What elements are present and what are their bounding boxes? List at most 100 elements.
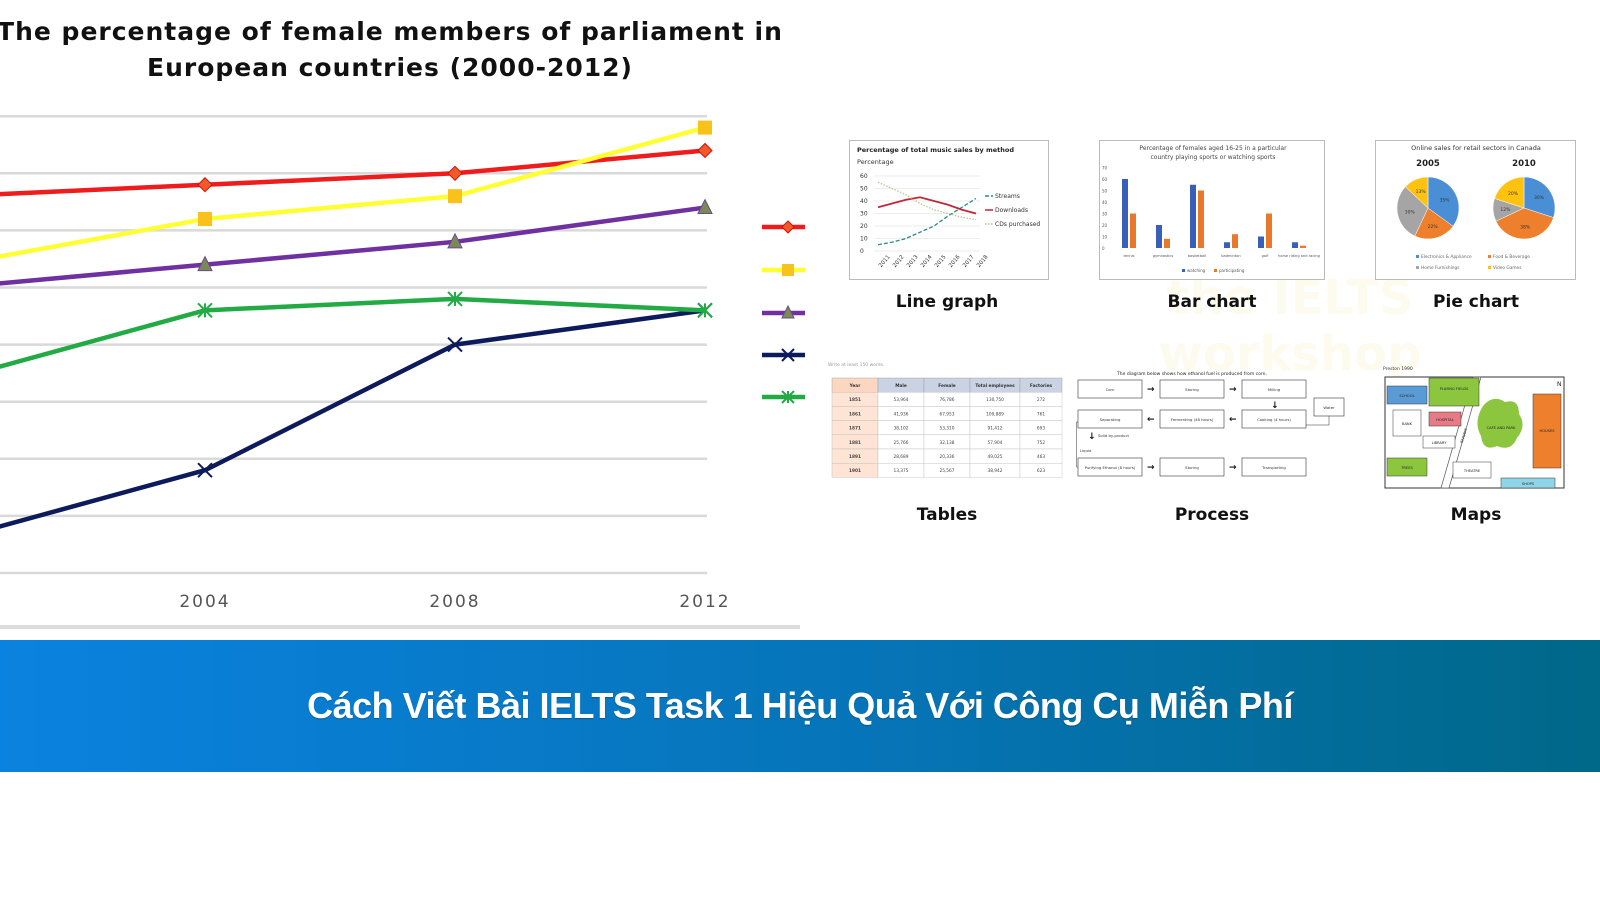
table-cell-text: 752 [1037, 440, 1045, 446]
table-header-label: Factories [1030, 383, 1053, 389]
bar-chart-thumbnail[interactable]: Percentage of females aged 16-25 in a pa… [1099, 140, 1325, 280]
process-step-label: Water [1323, 405, 1335, 410]
main-line-chart: 2004 2008 2012 [0, 114, 805, 629]
map-place-label: LIBRARY [1432, 441, 1448, 445]
watermark-line2: workshop [1158, 326, 1422, 382]
map-place-label: HOUSES [1540, 429, 1556, 433]
line-graph-caption: Line graph [895, 292, 999, 312]
pie-slice [1494, 176, 1525, 209]
table-instruction: Write at least 150 words. [828, 362, 884, 368]
map-title: Preston 1990 [1383, 366, 1413, 372]
pie-slice-label: 30% [1534, 195, 1545, 201]
table-cell-text: 109,889 [986, 411, 1004, 417]
thumb-bar [1156, 225, 1162, 248]
pie-year-label: 2010 [1512, 159, 1536, 169]
thumb-xtick: 2015 [934, 254, 948, 269]
thumb-legend-swatch [1182, 269, 1185, 272]
square-marker [698, 120, 712, 135]
maps-thumbnail[interactable]: Preston 1990 SCHOOL PLAYING FIELDS HOSPITAL… [1383, 366, 1573, 500]
process-arrow-icon: ← [1147, 415, 1155, 425]
title-banner: Cách Viết Bài IELTS Task 1 Hiệu Quả Với … [0, 640, 1600, 772]
map-place-label: HOSPITAL [1436, 418, 1453, 422]
map-place-label: TREES [1400, 466, 1413, 470]
diamond-marker [781, 220, 795, 234]
thumb-title: Percentage of females aged 16-25 in a pa… [1139, 145, 1287, 152]
process-arrow-icon: → [1229, 463, 1237, 473]
table-cell-text: 49,025 [987, 454, 1002, 460]
table-cell-text: 1861 [849, 411, 861, 417]
x-tick-label: 2004 [179, 592, 230, 612]
title-line-2: European countries (2000-2012) [147, 53, 633, 82]
bar-chart-caption: Bar chart [1167, 292, 1257, 312]
table-cell-text: 25,567 [939, 468, 954, 474]
process-thumbnail[interactable]: The diagram below shows how ethanol fuel… [1076, 370, 1348, 490]
thumb-xtick: 2014 [920, 254, 934, 269]
table-cell-text: 53,310 [939, 426, 954, 432]
pie-slice-label: 38% [1520, 225, 1531, 231]
thumb-ytick: 50 [1102, 189, 1108, 194]
map-block [1428, 411, 1462, 427]
process-step-label: Corn [1106, 387, 1115, 392]
table-cell-text: 272 [1037, 397, 1045, 403]
table-header-label: Year [849, 383, 862, 389]
thumb-category: horse riding and racing [1278, 254, 1320, 258]
table-cell-text: 67,953 [939, 411, 954, 417]
thumb-legend-label: CDs purchased [995, 221, 1040, 228]
x-marker [197, 462, 213, 478]
thumb-series-line [877, 197, 977, 246]
thumb-ytick: 30 [1102, 212, 1108, 217]
process-step-label: Cooking (4 hours) [1257, 417, 1291, 422]
line-graph-thumbnail[interactable]: Percentage of total music sales by metho… [849, 140, 1049, 280]
map-place-label: RAILWAY [1460, 427, 1469, 444]
process-step-label: Separating [1100, 417, 1121, 422]
series-line-5 [0, 296, 706, 369]
table-cell-text: 693 [1037, 426, 1045, 432]
table-cell-text: 1851 [849, 397, 861, 403]
thumb-category: golf [1262, 254, 1269, 258]
process-step-label: Fermenting (48 hours) [1171, 417, 1214, 422]
thumb-bar [1190, 184, 1196, 248]
pie-chart-thumbnail[interactable]: Online sales for retail sectors in Canad… [1375, 140, 1576, 280]
thumb-title: Percentage of total music sales by metho… [857, 146, 1014, 154]
thumb-bar [1258, 236, 1264, 248]
process-step-box [1241, 409, 1307, 429]
square-marker [448, 189, 462, 204]
legend-item-3 [762, 304, 805, 319]
process-step-label: Storing [1185, 465, 1199, 470]
table-cell-text: 130,750 [986, 397, 1004, 403]
map-place-label: BANK [1402, 422, 1413, 426]
thumb-ytick: 60 [1102, 177, 1108, 182]
thumb-bar [1164, 238, 1170, 248]
pie-year-label: 2005 [1416, 159, 1440, 169]
table-cell [1019, 462, 1063, 478]
map-place-label: SCHOOL [1399, 394, 1414, 398]
thumb-legend-swatch [1214, 269, 1217, 272]
thumb-bar [1224, 242, 1230, 248]
thumb-xtick: 2016 [948, 254, 962, 269]
pie-slice-label: 22% [1428, 224, 1439, 230]
thumb-legend-label: Downloads [995, 207, 1028, 214]
diamond-marker [197, 177, 213, 193]
map-place-label: PLAYING FIELDS [1440, 387, 1469, 391]
pie-chart-caption: Pie chart [1433, 292, 1519, 312]
process-caption: Process [1174, 505, 1250, 525]
maps-caption: Maps [1450, 505, 1502, 525]
process-liquid-label: Liquid [1080, 448, 1092, 453]
map-block [1422, 435, 1456, 449]
table-cell-text: 38,942 [987, 468, 1002, 474]
process-arrow-icon: → [1147, 463, 1155, 473]
triangle-marker [197, 255, 213, 272]
process-step-box [1159, 457, 1225, 477]
map-place-label: SHOPS [1522, 482, 1535, 486]
thumb-ytick: 30 [860, 211, 868, 218]
table-cell-text: 25,766 [893, 440, 908, 446]
map-place-label: THEATRE [1463, 469, 1481, 473]
tables-thumbnail[interactable]: Write at least 150 words. Year Male Female T… [828, 362, 1068, 492]
pie-legend-swatch [1416, 255, 1419, 258]
table-cell-text: 1881 [849, 440, 861, 446]
legend-item-2 [762, 264, 805, 276]
process-connector [1076, 416, 1330, 468]
title-line-1: The percentage of female members of parl… [0, 17, 783, 46]
process-arrow-icon: ↓ [1088, 432, 1096, 442]
thumb-xtick: 2011 [878, 254, 892, 269]
